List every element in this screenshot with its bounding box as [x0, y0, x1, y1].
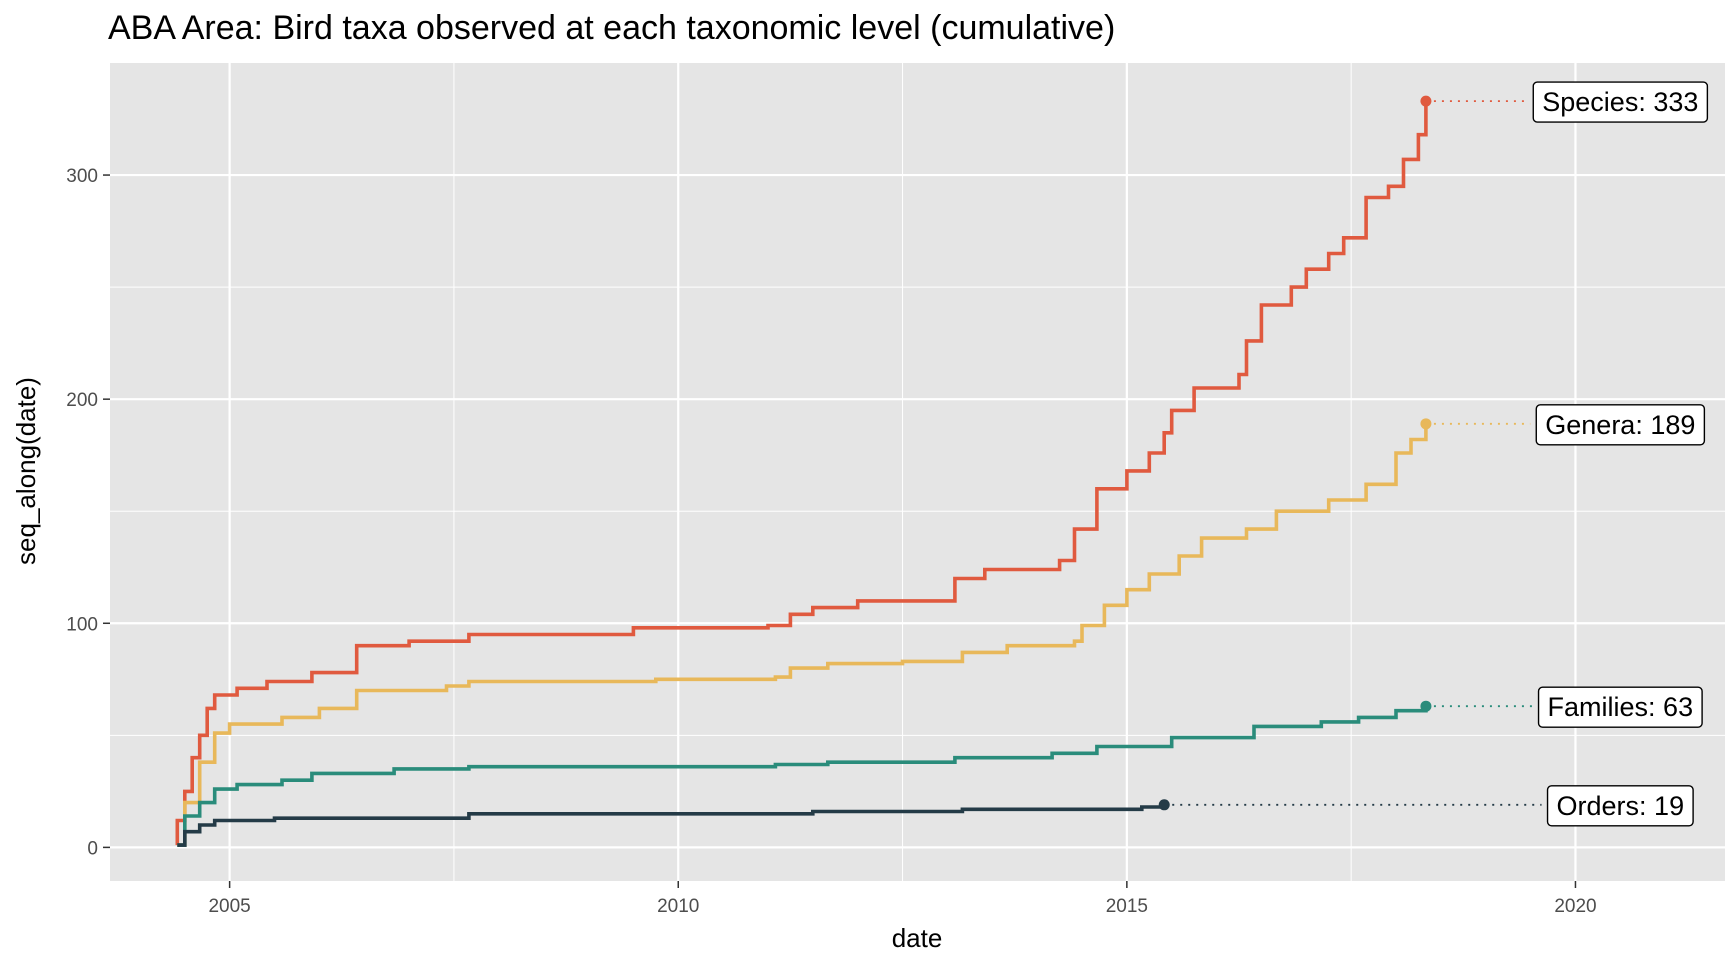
end-label-box — [1532, 81, 1709, 123]
series-line-families — [177, 706, 1428, 847]
x-tick-label: 2020 — [1554, 896, 1596, 917]
y-tick-label: 0 — [87, 838, 98, 859]
end-label-text: Genera: 189 — [1545, 410, 1695, 440]
series-lines — [175, 95, 1432, 847]
series-line-species — [175, 101, 1428, 846]
end-labels: Species: 333 Genera: 189 Families: 63 Order… — [1172, 81, 1709, 827]
end-label-box — [1537, 686, 1703, 728]
y-axis-title: seq_along(date) — [11, 377, 41, 565]
series-end-point-families — [1420, 700, 1432, 712]
chart-title: ABA Area: Bird taxa observed at each tax… — [108, 9, 1115, 47]
series-line-genera — [177, 423, 1428, 847]
x-tick-label: 2015 — [1106, 896, 1148, 917]
end-label-orders: Orders: 19 — [1546, 785, 1694, 827]
series-end-point-orders — [1158, 799, 1170, 811]
x-axis-title: date — [892, 923, 943, 953]
plot-panel — [110, 63, 1725, 881]
y-tick-label: 300 — [66, 166, 98, 187]
series-end-point-genera — [1420, 418, 1432, 430]
end-label-box — [1546, 785, 1694, 827]
x-tick-label: 2010 — [657, 896, 699, 917]
series-line-orders — [177, 804, 1166, 847]
end-label-species: Species: 333 — [1532, 81, 1709, 123]
x-tick-label: 2005 — [208, 896, 250, 917]
end-label-text: Families: 63 — [1548, 692, 1694, 722]
end-label-families: Families: 63 — [1537, 686, 1703, 728]
axis-ticks: 0 100 200 300 2005 2010 2015 2020 — [66, 166, 1596, 917]
end-label-text: Orders: 19 — [1557, 791, 1685, 821]
end-label-box — [1535, 404, 1706, 446]
end-label-text: Species: 333 — [1542, 87, 1698, 117]
y-tick-label: 100 — [66, 614, 98, 635]
y-tick-label: 200 — [66, 390, 98, 411]
end-label-genera: Genera: 189 — [1535, 404, 1706, 446]
series-end-point-species — [1420, 95, 1432, 107]
